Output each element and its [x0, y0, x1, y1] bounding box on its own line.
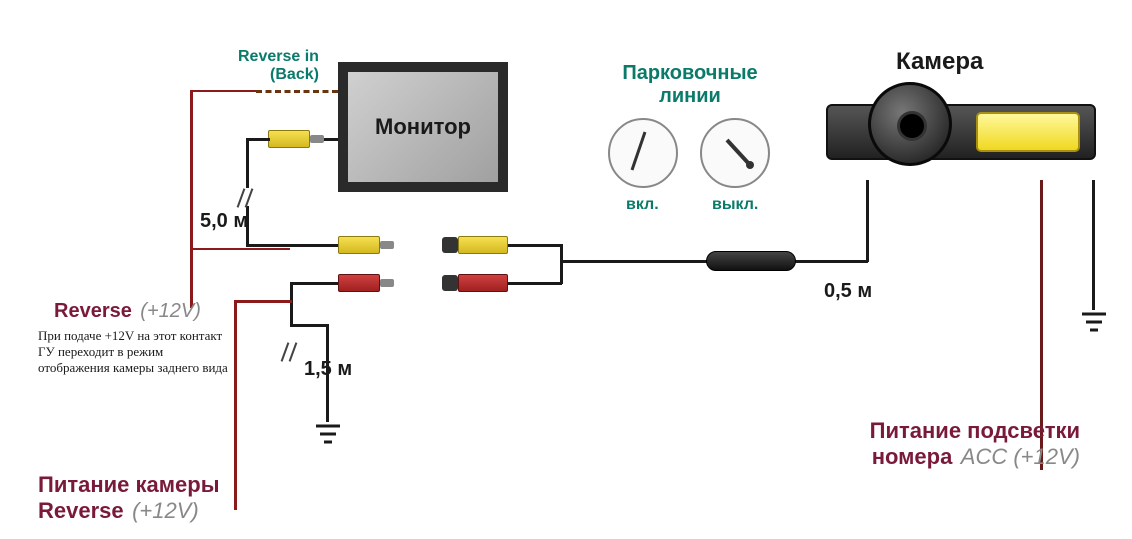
- wire-reverse-thin-top: [190, 90, 256, 92]
- parking-on-icon: [608, 118, 678, 188]
- ground-icon-camera: [1080, 310, 1108, 334]
- rca-yellow-female: [442, 236, 508, 254]
- reverse-12v-label: Reverse (+12V): [54, 300, 201, 323]
- len-15m-label: 1,5 м: [304, 358, 352, 381]
- rca-yellow-male: [338, 236, 394, 254]
- reverse-in-text: Reverse in: [238, 48, 319, 65]
- power-cam2-text: Reverse: [38, 498, 124, 523]
- wire-red-left: [290, 282, 338, 285]
- power-light-text: Питание подсветки: [870, 418, 1080, 443]
- wire-power-cam-v: [234, 300, 237, 510]
- reverse-in-back: (Back): [270, 66, 319, 83]
- rca-red-male: [338, 274, 394, 292]
- wire-camera-ground-down: [1092, 180, 1095, 310]
- wire-reverse-thin-v: [190, 90, 193, 308]
- len-5m-label: 5,0 м: [200, 210, 248, 233]
- power-cam-text: Питание камеры: [38, 472, 220, 497]
- power-cam-label: Питание камеры Reverse (+12V): [38, 472, 220, 524]
- on-label: вкл.: [626, 196, 659, 214]
- camera-body: [826, 82, 1096, 182]
- wire-reverse-thin-h: [190, 248, 290, 250]
- ground-icon-cam: [314, 422, 342, 446]
- wire-to-red-female: [508, 282, 562, 285]
- break-mark-5m: [240, 188, 254, 206]
- power-cam2-suffix: (+12V): [132, 498, 199, 523]
- camera-title: Камера: [896, 48, 983, 76]
- wire-red-split-v: [290, 282, 293, 326]
- parking-lines-label: Парковочные линии: [600, 62, 780, 108]
- off-label: выкл.: [712, 196, 758, 214]
- wire-monitor-rca: [324, 138, 338, 141]
- wire-dashed-reverse-in: [256, 90, 338, 93]
- power-light2-suffix: ACC (+12V): [961, 444, 1080, 469]
- power-light2-text: номера: [872, 444, 953, 469]
- note-line2: ГУ переходит в режим: [38, 344, 163, 360]
- parking-off-icon: [700, 118, 770, 188]
- wire-to-yellow-female: [508, 244, 562, 247]
- wire-split-v: [560, 244, 563, 284]
- parking-lines-text2: линии: [659, 85, 721, 107]
- break-mark-15m: [284, 342, 298, 360]
- reverse-in-label: Reverse in (Back): [238, 48, 319, 84]
- wire-yellow-to-monitor: [246, 138, 270, 141]
- inline-connector: [706, 251, 796, 271]
- note-line1: При подаче +12V на этот контакт: [38, 328, 222, 344]
- len-05m-label: 0,5 м: [824, 280, 872, 303]
- wire-yellow-left: [246, 244, 338, 247]
- wire-power-cam-h: [234, 300, 292, 303]
- monitor-screen: Монитор: [348, 72, 498, 182]
- note-line3: отображения камеры заднего вида: [38, 360, 228, 376]
- reverse-suffix: (+12V): [140, 300, 201, 322]
- power-light-label: Питание подсветки номера ACC (+12V): [800, 418, 1080, 470]
- reverse-text: Reverse: [54, 300, 132, 322]
- parking-lines-text1: Парковочные: [622, 62, 757, 84]
- monitor-block: Монитор: [338, 62, 508, 192]
- rca-yellow-monitor: [268, 130, 324, 148]
- rca-red-female: [442, 274, 508, 292]
- wire-camera-video-down: [866, 180, 869, 262]
- wire-cam-ground-h: [290, 324, 328, 327]
- monitor-label: Монитор: [375, 114, 471, 140]
